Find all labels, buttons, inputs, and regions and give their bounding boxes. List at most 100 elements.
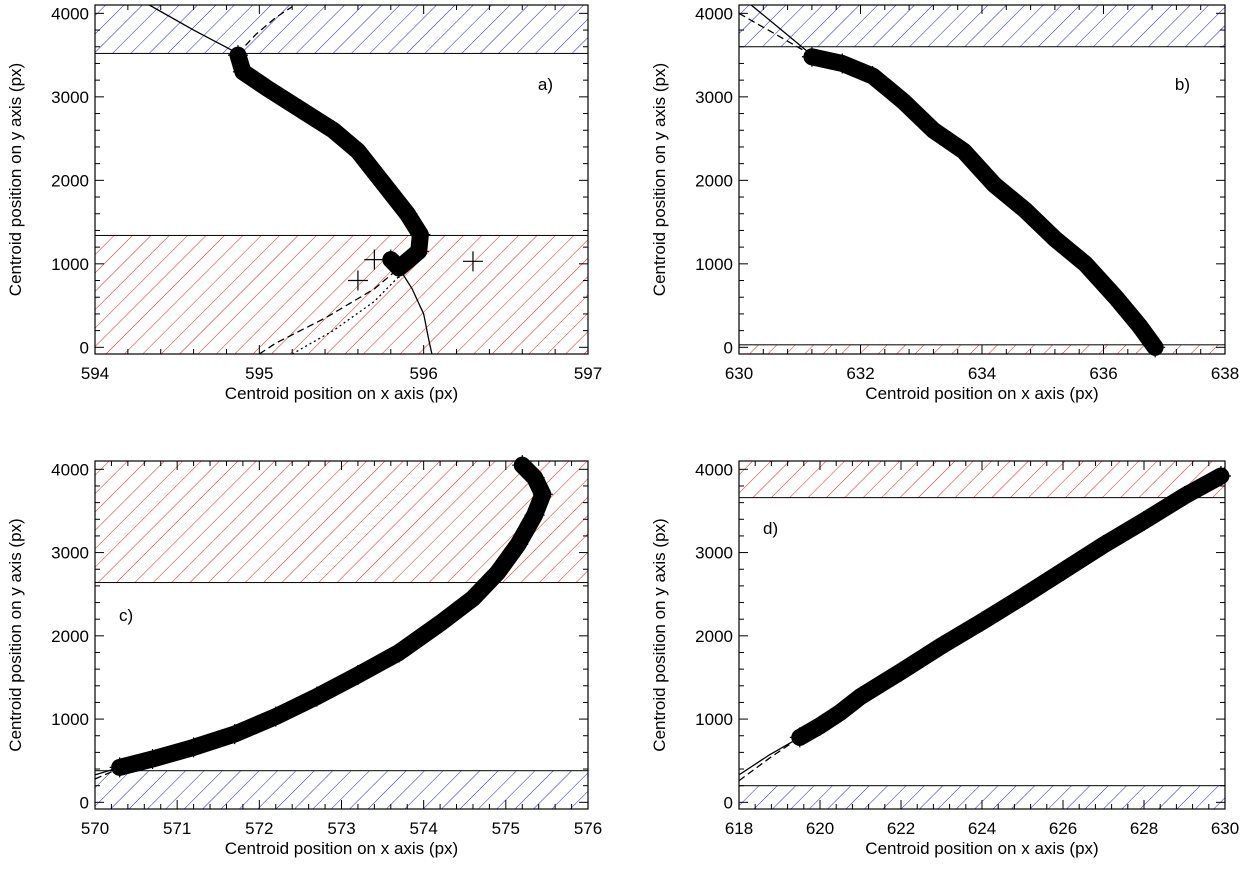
outlier-point — [364, 249, 385, 270]
data-point — [830, 702, 851, 723]
data-point — [1174, 485, 1195, 506]
y-tick-label: 2000 — [695, 627, 733, 646]
data-point — [1044, 228, 1065, 249]
chart-panel-1: 594 595 596 597 0 1000 2000 3000 4000 Centroid po… — [6, 4, 602, 403]
data-point — [257, 78, 278, 99]
x-tick-label: 572 — [245, 819, 273, 838]
y-axis-title: Centroid position on y axis (px) — [6, 63, 25, 296]
x-axis-title: Centroid position on x axis (px) — [225, 384, 458, 403]
x-tick-label: 626 — [1049, 819, 1077, 838]
chart-panel-4: 618 620 622 624 626 628 630 0 1000 2000 3000 4000 Ce… — [650, 460, 1239, 858]
y-tick-label: 1000 — [695, 255, 733, 274]
x-tick-label: 638 — [1211, 364, 1239, 383]
data-point-trail — [791, 467, 1230, 746]
x-tick-label: 595 — [245, 364, 273, 383]
y-tick-label: 4000 — [51, 460, 89, 479]
hatch-band — [94, 234, 589, 355]
data-point-trail — [803, 48, 1164, 356]
fit-line-solid — [738, 736, 801, 776]
data-point — [410, 224, 431, 245]
data-point — [380, 182, 401, 203]
data-point — [1093, 535, 1114, 556]
x-tick-label: 573 — [327, 819, 355, 838]
y-tick-label: 0 — [80, 793, 89, 812]
data-point — [524, 467, 545, 488]
x-tick-label: 576 — [574, 819, 602, 838]
data-point — [931, 635, 952, 656]
data-point — [1014, 199, 1035, 220]
data-point — [224, 724, 245, 745]
data-point — [323, 120, 344, 141]
y-tick-label: 4000 — [51, 4, 89, 23]
data-point — [850, 686, 871, 707]
data-point — [389, 258, 410, 279]
hatch-band — [94, 4, 589, 54]
x-tick-label: 620 — [806, 819, 834, 838]
fit-line-solid — [94, 766, 120, 776]
data-point — [408, 241, 429, 262]
data-point — [1053, 560, 1073, 581]
data-point — [862, 65, 883, 86]
fit-line-dashed — [237, 6, 293, 54]
data-point — [487, 562, 508, 583]
y-tick-label: 0 — [724, 793, 733, 812]
data-point — [183, 737, 204, 758]
x-tick-label: 630 — [1211, 819, 1239, 838]
panel-label: c) — [119, 606, 133, 625]
data-point — [1134, 510, 1154, 531]
fit-line-dashed — [94, 767, 120, 780]
y-tick-label: 3000 — [695, 544, 733, 563]
data-point — [389, 642, 410, 663]
y-tick-label: 1000 — [51, 710, 89, 729]
x-tick-label: 618 — [725, 819, 753, 838]
y-tick-label: 3000 — [695, 88, 733, 107]
panel-label: a) — [538, 75, 553, 94]
fit-line-solid — [148, 4, 239, 55]
fit-line-dashed — [738, 12, 813, 56]
y-tick-label: 0 — [724, 338, 733, 357]
data-point — [265, 706, 286, 727]
outlier-point — [462, 251, 483, 272]
data-point — [347, 141, 368, 162]
y-tick-label: 4000 — [695, 460, 733, 479]
chart-panel-2: 630 632 634 636 638 0 1000 2000 3000 4000 Centroid… — [650, 4, 1239, 403]
y-tick-label: 2000 — [51, 627, 89, 646]
x-tick-label: 632 — [846, 364, 874, 383]
x-tick-label: 574 — [409, 819, 437, 838]
data-point — [397, 203, 418, 224]
data-point — [810, 715, 830, 736]
y-tick-label: 0 — [80, 338, 89, 357]
y-tick-label: 1000 — [51, 255, 89, 274]
data-point — [232, 61, 253, 82]
x-tick-label: 628 — [1130, 819, 1158, 838]
data-point — [290, 99, 311, 120]
fit-line-dotted — [291, 275, 400, 355]
x-tick-label: 575 — [492, 819, 520, 838]
data-point — [984, 174, 1005, 195]
x-axis-title: Centroid position on x axis (px) — [865, 839, 1098, 858]
fit-line-solid — [398, 267, 433, 355]
x-tick-label: 597 — [574, 364, 602, 383]
x-tick-label: 622 — [887, 819, 915, 838]
fit-line-solid — [750, 4, 813, 56]
x-tick-label: 570 — [81, 819, 109, 838]
data-point — [893, 91, 914, 112]
y-tick-label: 2000 — [51, 171, 89, 190]
x-tick-label: 571 — [163, 819, 191, 838]
data-point — [1075, 253, 1096, 274]
y-tick-label: 4000 — [695, 4, 733, 23]
x-tick-label: 630 — [725, 364, 753, 383]
data-point — [524, 505, 545, 526]
data-point — [1012, 586, 1033, 607]
data-point — [972, 611, 992, 632]
data-point — [227, 45, 248, 66]
fit-line-dashed — [258, 267, 400, 355]
panel-label: b) — [1175, 75, 1190, 94]
y-axis-title: Centroid position on y axis (px) — [650, 518, 669, 751]
data-point — [953, 141, 974, 162]
data-point-trail — [111, 456, 552, 776]
data-point — [532, 484, 553, 505]
data-point — [364, 161, 385, 182]
y-tick-label: 1000 — [695, 710, 733, 729]
